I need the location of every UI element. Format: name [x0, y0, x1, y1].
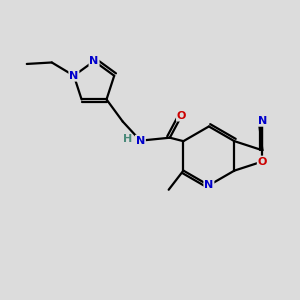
Text: N: N [89, 56, 99, 66]
Text: N: N [258, 116, 267, 126]
Text: N: N [136, 136, 145, 146]
Text: N: N [204, 180, 214, 190]
Text: O: O [258, 157, 267, 166]
Text: O: O [177, 111, 186, 121]
Text: N: N [69, 71, 79, 81]
Text: H: H [123, 134, 133, 144]
